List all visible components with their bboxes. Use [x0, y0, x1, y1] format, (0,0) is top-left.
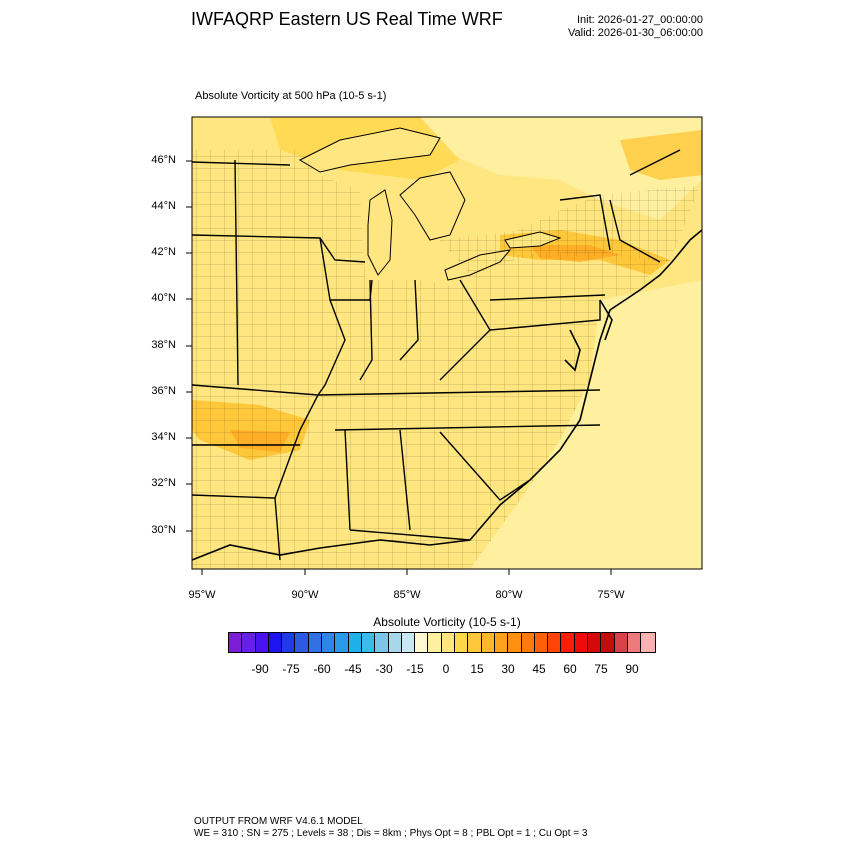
colorbar-label: -75 — [282, 662, 300, 676]
model-info: OUTPUT FROM WRF V4.6.1 MODEL WE = 310 ; … — [194, 816, 587, 840]
colorbar-swatch — [322, 633, 336, 652]
colorbar-label: 60 — [563, 662, 577, 676]
colorbar-label: 0 — [442, 662, 450, 676]
colorbar-swatch — [375, 633, 389, 652]
colorbar-label: 75 — [594, 662, 608, 676]
map-frame — [191, 116, 703, 570]
lake-huron — [399, 171, 466, 241]
lake-superior — [298, 127, 441, 173]
footer-line-1: OUTPUT FROM WRF V4.6.1 MODEL — [194, 816, 363, 827]
lat-label: 46°N — [151, 154, 176, 166]
coastlines — [192, 229, 702, 561]
init-time: Init: 2026-01-27_00:00:00 — [577, 14, 703, 26]
colorbar-label: -60 — [313, 662, 331, 676]
colorbar-title: Absolute Vorticity (10-5 s-1) — [373, 615, 521, 629]
colorbar-swatch — [415, 633, 429, 652]
atlantic-ocean — [470, 280, 702, 569]
colorbar-swatch — [588, 633, 602, 652]
colorbar-label: -45 — [344, 662, 362, 676]
lon-label: 95°W — [188, 589, 216, 601]
colorbar-swatch — [441, 633, 456, 652]
colorbar-swatch — [229, 633, 243, 652]
lat-label: 44°N — [151, 200, 176, 212]
colorbar-swatch — [388, 633, 402, 652]
lat-label: 30°N — [151, 524, 176, 536]
colorbar-swatch — [242, 633, 256, 652]
colorbar-swatch — [268, 633, 283, 652]
colorbar-swatch — [627, 633, 642, 652]
lon-label: 85°W — [393, 589, 421, 601]
colorbar-label: -15 — [406, 662, 424, 676]
lat-label: 36°N — [151, 385, 176, 397]
colorbar-swatch — [401, 633, 416, 652]
colorbar-swatch — [348, 633, 362, 652]
county-lines-east — [440, 185, 700, 275]
colorbar-swatch — [361, 633, 376, 652]
colorbar-swatch — [428, 633, 442, 652]
lat-label: 34°N — [151, 431, 176, 443]
lon-label: 90°W — [291, 589, 319, 601]
colorbar-swatch — [534, 633, 549, 652]
lat-label: 38°N — [151, 339, 176, 351]
colorbar-swatch — [455, 633, 469, 652]
colorbar-swatch — [308, 633, 323, 652]
map-ticks — [186, 160, 612, 575]
colorbar-label: 90 — [625, 662, 639, 676]
colorbar-label: -90 — [251, 662, 269, 676]
field-title: Absolute Vorticity at 500 hPa (10-5 s-1) — [195, 90, 387, 102]
colorbar-swatch — [335, 633, 349, 652]
colorbar-swatch — [614, 633, 628, 652]
colorbar-swatch — [561, 633, 575, 652]
colorbar-swatch — [282, 633, 296, 652]
colorbar-swatch — [601, 633, 615, 652]
colorbar-swatch — [641, 633, 655, 652]
vorticity-band-ne — [620, 130, 702, 180]
run-times: Init: 2026-01-27_00:00:00 Valid: 2026-01… — [568, 14, 703, 40]
colorbar-swatch — [468, 633, 482, 652]
lon-label: 80°W — [495, 589, 523, 601]
footer-line-2: WE = 310 ; SN = 275 ; Levels = 38 ; Dis … — [194, 828, 588, 839]
lat-label: 42°N — [151, 246, 176, 258]
colorbar-swatch — [295, 633, 309, 652]
lon-label: 75°W — [597, 589, 625, 601]
page-title: IWFAQRP Eastern US Real Time WRF — [191, 9, 503, 29]
state-borders — [192, 149, 681, 561]
colorbar-swatch — [494, 633, 509, 652]
colorbar-label: 15 — [470, 662, 484, 676]
lat-label: 32°N — [151, 477, 176, 489]
colorbar-swatch — [508, 633, 522, 652]
valid-time: Valid: 2026-01-30_06:00:00 — [568, 27, 703, 39]
lat-label: 40°N — [151, 292, 176, 304]
colorbar-swatch — [574, 633, 589, 652]
colorbar-swatch — [548, 633, 562, 652]
colorbar-label: 30 — [501, 662, 515, 676]
colorbar-label: -30 — [375, 662, 393, 676]
colorbar-swatch — [255, 633, 269, 652]
colorbar-swatch — [521, 633, 535, 652]
colorbar — [228, 632, 656, 653]
lake-michigan — [367, 189, 393, 276]
colorbar-swatch — [481, 633, 495, 652]
colorbar-label: 45 — [532, 662, 546, 676]
